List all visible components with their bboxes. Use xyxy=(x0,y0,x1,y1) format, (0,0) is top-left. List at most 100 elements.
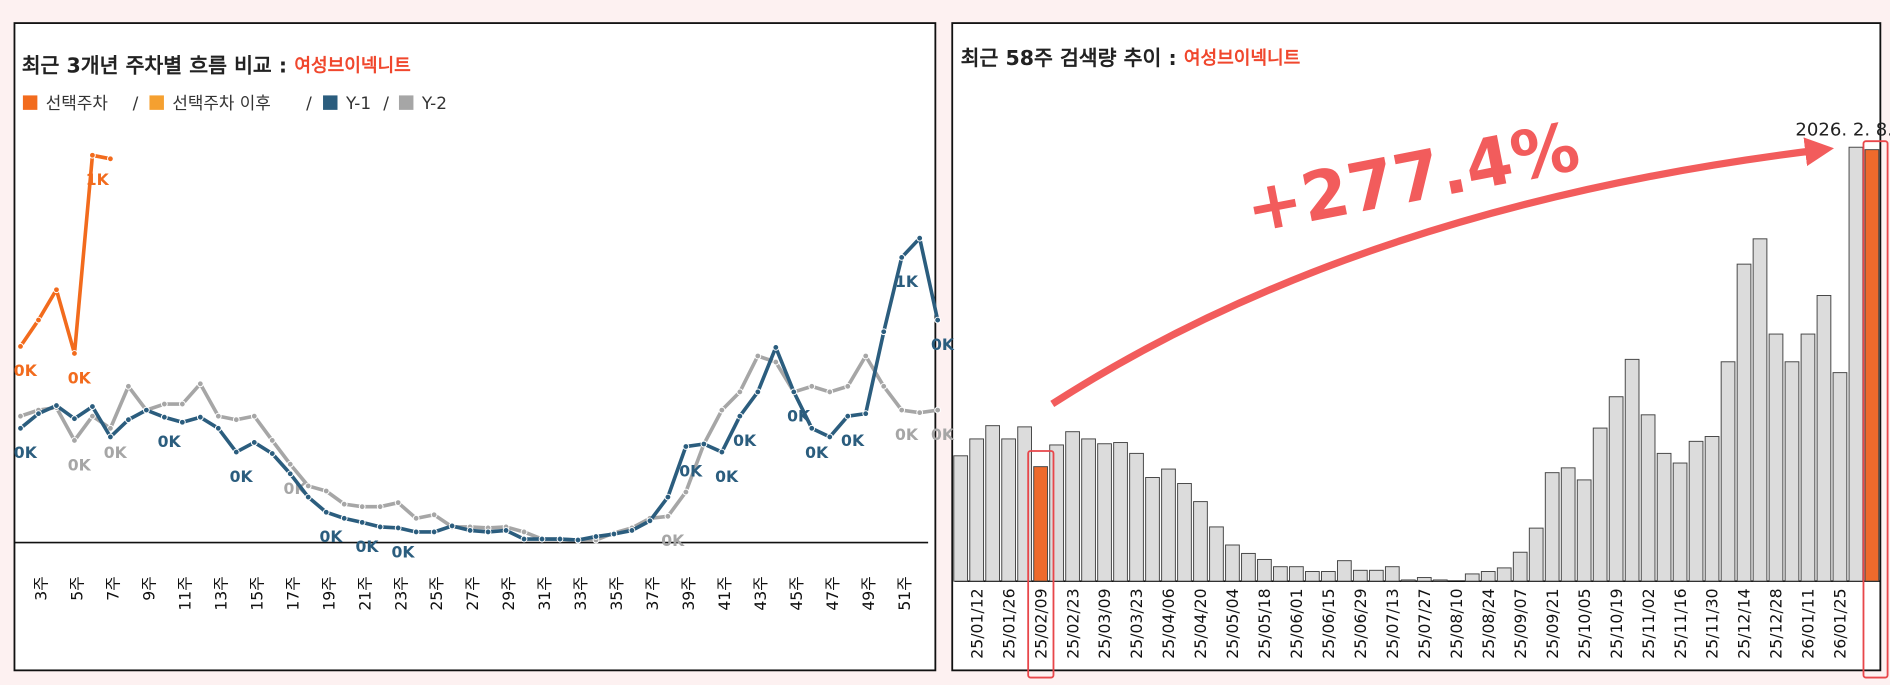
data-point xyxy=(394,499,402,507)
x-tick-label: 25/07/27 xyxy=(1415,588,1434,658)
data-point xyxy=(107,433,114,441)
data-point xyxy=(125,382,132,390)
bar xyxy=(1640,414,1656,582)
bar xyxy=(1480,571,1496,582)
x-tick-label: 13주 xyxy=(211,576,230,610)
bar xyxy=(1081,438,1096,582)
bar xyxy=(1752,238,1768,582)
bar xyxy=(1816,295,1832,582)
data-point xyxy=(196,380,204,388)
highlight-box xyxy=(1027,450,1055,679)
bar xyxy=(1432,579,1448,582)
data-point xyxy=(772,344,780,351)
data-point xyxy=(772,358,780,366)
data-point xyxy=(430,528,438,536)
value-label: 0K xyxy=(68,368,92,387)
x-tick-label: 33주 xyxy=(571,576,590,610)
data-point xyxy=(412,528,420,536)
bar xyxy=(1688,440,1704,582)
data-point xyxy=(304,493,312,501)
x-tick-label: 25/04/06 xyxy=(1159,588,1178,658)
x-tick-label: 25/10/05 xyxy=(1575,588,1594,658)
x-tick-label: 27주 xyxy=(463,576,482,610)
data-point xyxy=(826,388,834,396)
bar xyxy=(1592,427,1608,582)
x-tick-label: 31주 xyxy=(535,576,554,610)
x-tick-label: 9주 xyxy=(139,576,158,600)
bar xyxy=(1416,577,1432,582)
value-label: 0K xyxy=(787,407,811,426)
data-point xyxy=(286,460,294,468)
data-point xyxy=(340,514,348,522)
legend-swatch xyxy=(398,95,414,110)
data-point xyxy=(916,234,924,242)
bar xyxy=(1464,573,1480,582)
data-point xyxy=(358,503,366,511)
x-tick-label: 25/11/30 xyxy=(1703,588,1722,658)
title-keyword: 여성브이넥니트 xyxy=(1184,48,1301,69)
x-tick-label: 5주 xyxy=(68,576,87,600)
value-label: 0K xyxy=(841,431,865,450)
title-keyword: 여성브이넥니트 xyxy=(294,55,411,76)
x-tick-label: 25/08/10 xyxy=(1447,588,1466,658)
data-point xyxy=(376,523,384,531)
legend-label: Y-1 xyxy=(345,93,371,113)
bar xyxy=(1624,358,1640,582)
bar xyxy=(1352,569,1368,582)
data-point xyxy=(790,388,798,396)
x-tick-label: 17주 xyxy=(283,576,302,610)
x-tick-label: 25/06/29 xyxy=(1351,588,1370,658)
data-point xyxy=(898,254,906,261)
x-tick-label: 25주 xyxy=(427,576,446,610)
left-plot: 3주 5주 7주 9주 11주 13주 15주 17주 19주 21주 23주 25주 27주 29주 31… xyxy=(14,151,955,611)
data-point xyxy=(178,418,186,426)
data-point xyxy=(484,528,492,536)
trend-arrow xyxy=(1050,137,1834,408)
data-point xyxy=(322,487,330,495)
data-point xyxy=(17,424,24,432)
legend-label: Y-2 xyxy=(421,93,447,113)
data-point xyxy=(700,440,708,448)
data-point xyxy=(718,448,726,456)
x-tick-label: 25/06/01 xyxy=(1287,588,1306,658)
bar xyxy=(953,455,969,582)
bar xyxy=(1848,146,1864,582)
legend-separator: / xyxy=(383,93,389,113)
data-point xyxy=(646,517,654,525)
x-tick-label: 35주 xyxy=(607,576,626,610)
bar xyxy=(1241,552,1256,582)
x-tick-label: 25/01/26 xyxy=(999,588,1018,658)
x-tick-label: 37주 xyxy=(643,576,662,610)
value-label: 0K xyxy=(733,431,757,450)
bar xyxy=(1049,444,1064,582)
right-title: 최근 58주 검색량 추이 : 여성브이넥니트 xyxy=(961,46,1301,70)
legend-separator: / xyxy=(306,93,312,113)
data-point xyxy=(682,443,690,450)
data-point xyxy=(160,413,168,421)
data-point xyxy=(125,416,132,424)
data-point xyxy=(862,352,870,360)
bar xyxy=(1512,551,1528,582)
data-point xyxy=(53,286,60,294)
data-point xyxy=(160,400,168,408)
data-point xyxy=(376,503,384,511)
legend-label: 선택주차 이후 xyxy=(172,93,270,113)
data-point xyxy=(71,415,78,423)
data-point xyxy=(412,514,420,522)
data-point xyxy=(53,402,60,409)
bar xyxy=(1129,452,1144,582)
data-point xyxy=(682,488,690,496)
bar xyxy=(1225,544,1240,582)
data-point xyxy=(430,511,438,519)
data-point xyxy=(934,406,942,414)
data-point xyxy=(35,316,42,324)
left-panel xyxy=(13,22,937,672)
bar xyxy=(1305,571,1320,582)
x-tick-label: 25/03/09 xyxy=(1095,588,1114,658)
data-point xyxy=(89,412,96,420)
data-point xyxy=(808,424,816,432)
data-point xyxy=(89,151,96,159)
data-point xyxy=(143,406,150,414)
data-point xyxy=(844,382,852,390)
data-point xyxy=(736,388,744,396)
